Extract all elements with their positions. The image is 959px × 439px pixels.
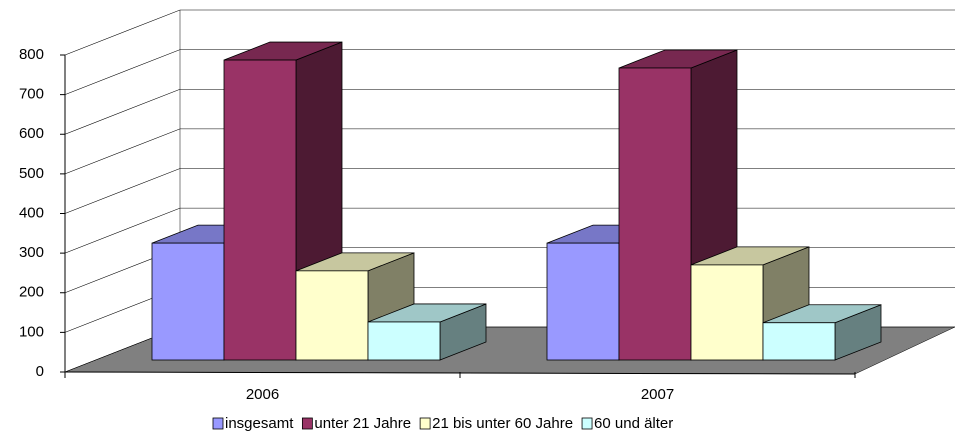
legend-swatch — [301, 417, 313, 430]
y-tick-label: 400 — [19, 204, 44, 221]
y-tick-label: 600 — [19, 125, 44, 142]
grid-line — [64, 49, 955, 95]
bar — [295, 270, 369, 361]
bar — [367, 321, 441, 361]
bar — [690, 264, 764, 361]
bar — [762, 322, 836, 361]
grid-line — [64, 168, 955, 214]
legend-swatch — [581, 417, 593, 430]
y-tick-label: 200 — [19, 284, 44, 301]
x-tick-label: 2006 — [246, 386, 279, 403]
legend-swatch — [212, 417, 224, 430]
legend-label: 21 bis unter 60 Jahre — [432, 415, 573, 432]
x-tick-label: 2007 — [641, 386, 674, 403]
grid-line — [64, 88, 955, 135]
y-tick-label: 800 — [19, 46, 44, 63]
grid-line — [64, 128, 955, 175]
y-tick-label: 100 — [19, 323, 44, 340]
bar — [546, 242, 620, 361]
y-tick-label: 700 — [19, 86, 44, 103]
y-tick-label: 500 — [19, 165, 44, 182]
bar — [618, 67, 692, 361]
legend-label: unter 21 Jahre — [314, 415, 411, 432]
y-tick-label: 0 — [36, 363, 44, 380]
legend-label: 60 und älter — [594, 415, 673, 432]
bar — [223, 59, 297, 361]
legend-label: insgesamt — [225, 415, 294, 432]
y-tick-label: 300 — [19, 244, 44, 261]
bar — [151, 242, 225, 361]
legend-swatch — [419, 417, 431, 430]
grid-line — [64, 9, 955, 56]
